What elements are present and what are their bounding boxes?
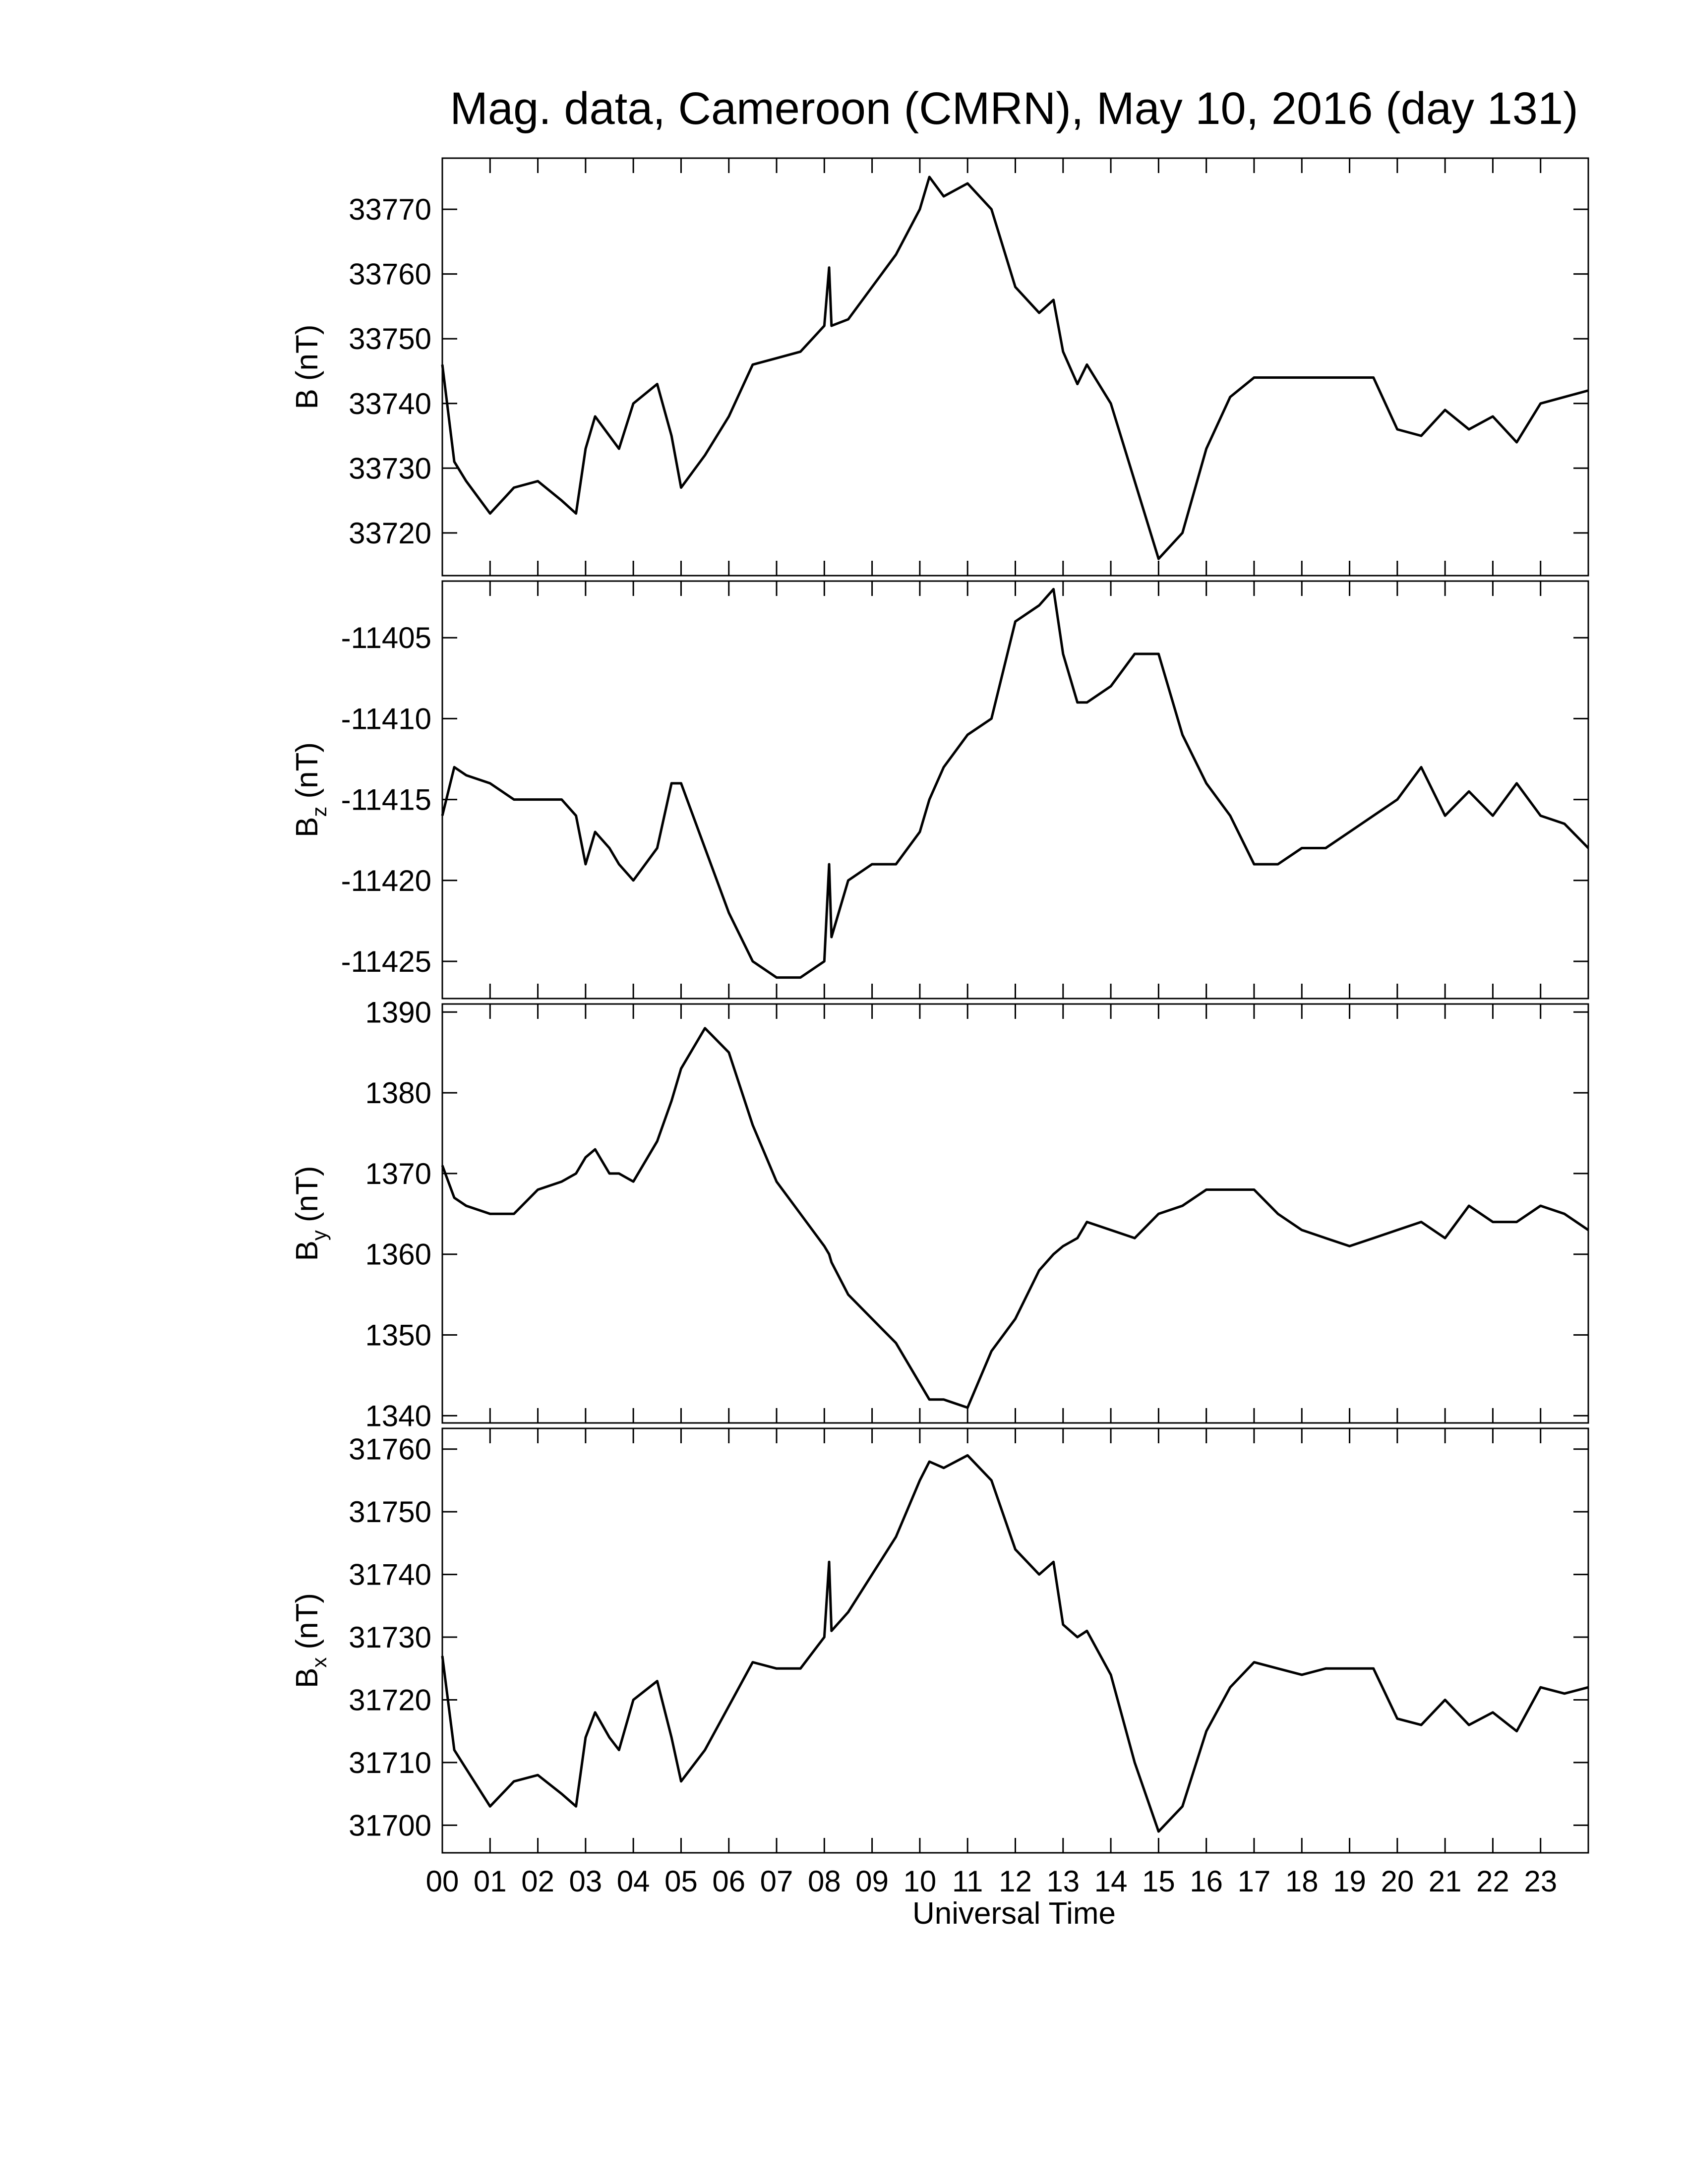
y-label-symbol: B bbox=[290, 389, 324, 409]
y-label-subscript: z bbox=[307, 807, 331, 817]
y-label-subscript: x bbox=[307, 1657, 331, 1668]
x-tick-label: 07 bbox=[760, 1865, 793, 1898]
plot-frame bbox=[441, 1003, 1589, 1424]
x-tick-label: 21 bbox=[1429, 1865, 1462, 1898]
y-label-symbol: B bbox=[290, 1668, 324, 1688]
x-tick-label: 18 bbox=[1285, 1865, 1319, 1898]
y-tick-label: 33720 bbox=[349, 517, 431, 550]
x-tick-label: 20 bbox=[1381, 1865, 1414, 1898]
y-label-unit: (nT) bbox=[290, 1166, 324, 1222]
x-tick-label: 11 bbox=[952, 1865, 983, 1898]
y-tick-label: -11410 bbox=[341, 702, 431, 735]
y-label-symbol: B bbox=[290, 817, 324, 837]
y-tick-label: 1350 bbox=[365, 1319, 431, 1352]
x-tick-label: 15 bbox=[1142, 1865, 1175, 1898]
y-label-unit: (nT) bbox=[290, 742, 324, 799]
y-axis-label: Bz (nT) bbox=[290, 742, 331, 837]
data-line bbox=[441, 176, 1589, 560]
y-tick-label: 33760 bbox=[349, 258, 431, 291]
y-axis-label: By (nT) bbox=[290, 1166, 331, 1261]
chart-title: Mag. data, Cameroon (CMRN), May 10, 2016… bbox=[450, 83, 1578, 134]
y-axis-label: Bx (nT) bbox=[290, 1593, 331, 1688]
plot-frame bbox=[441, 1427, 1589, 1854]
x-tick-label: 16 bbox=[1190, 1865, 1223, 1898]
x-tick-label: 00 bbox=[426, 1865, 459, 1898]
data-line bbox=[441, 1454, 1589, 1833]
y-tick-label: -11405 bbox=[341, 621, 431, 654]
y-tick-label: -11420 bbox=[341, 864, 431, 897]
x-tick-label: 14 bbox=[1094, 1865, 1128, 1898]
y-tick-label: 33750 bbox=[349, 322, 431, 355]
y-tick-label: 31760 bbox=[349, 1433, 431, 1466]
y-tick-label: 1340 bbox=[365, 1399, 431, 1432]
x-tick-label: 23 bbox=[1524, 1865, 1557, 1898]
y-tick-label: 31720 bbox=[349, 1683, 431, 1716]
x-tick-label: 02 bbox=[521, 1865, 554, 1898]
x-tick-label: 04 bbox=[617, 1865, 650, 1898]
x-tick-label: 05 bbox=[664, 1865, 698, 1898]
y-tick-label: 33740 bbox=[349, 387, 431, 420]
y-tick-label: 31730 bbox=[349, 1621, 431, 1654]
y-tick-label: 1370 bbox=[365, 1157, 431, 1190]
y-tick-label: 31700 bbox=[349, 1809, 431, 1842]
x-axis-label: Universal Time bbox=[912, 1896, 1116, 1931]
y-tick-label: 33730 bbox=[349, 452, 431, 485]
y-tick-label: 31710 bbox=[349, 1746, 431, 1779]
x-tick-label: 01 bbox=[474, 1865, 507, 1898]
x-tick-label: 19 bbox=[1333, 1865, 1366, 1898]
x-tick-label: 09 bbox=[855, 1865, 889, 1898]
y-tick-label: 1360 bbox=[365, 1238, 431, 1271]
x-tick-label: 12 bbox=[999, 1865, 1032, 1898]
y-tick-label: -11415 bbox=[341, 783, 431, 817]
y-tick-label: 33770 bbox=[349, 193, 431, 226]
x-tick-label: 17 bbox=[1238, 1865, 1271, 1898]
x-tick-label: 22 bbox=[1476, 1865, 1509, 1898]
x-tick-label: 08 bbox=[808, 1865, 841, 1898]
y-label-unit: (nT) bbox=[290, 324, 324, 381]
x-tick-label: 13 bbox=[1046, 1865, 1080, 1898]
plot-frame bbox=[441, 157, 1589, 577]
y-label-subscript: y bbox=[307, 1230, 331, 1240]
y-tick-label: 31750 bbox=[349, 1495, 431, 1529]
plot-frame bbox=[441, 580, 1589, 1000]
y-tick-label: 31740 bbox=[349, 1558, 431, 1592]
y-tick-label: -11425 bbox=[341, 945, 431, 978]
x-tick-label: 03 bbox=[569, 1865, 602, 1898]
y-axis-label: B (nT) bbox=[290, 324, 324, 409]
x-tick-label: 06 bbox=[712, 1865, 745, 1898]
y-label-unit: (nT) bbox=[290, 1593, 324, 1650]
x-tick-label: 10 bbox=[903, 1865, 937, 1898]
y-tick-label: 1390 bbox=[365, 996, 431, 1029]
data-line bbox=[441, 1027, 1589, 1409]
y-label-symbol: B bbox=[290, 1240, 324, 1261]
data-line bbox=[441, 588, 1589, 979]
y-tick-label: 1380 bbox=[365, 1076, 431, 1110]
